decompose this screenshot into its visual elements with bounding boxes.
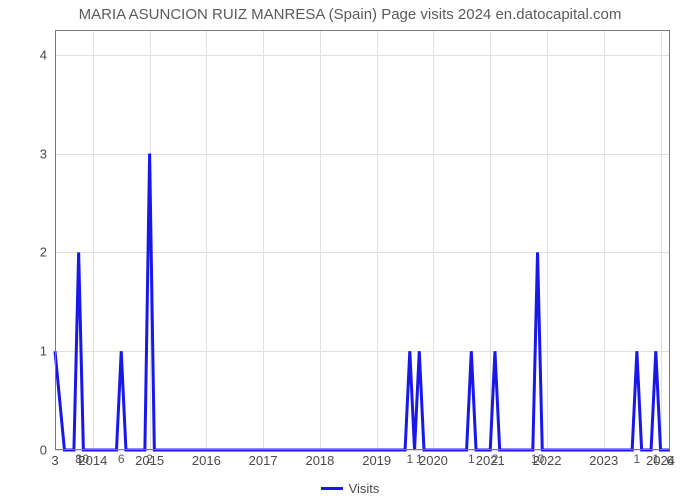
- y-tick-label: 4: [27, 47, 47, 62]
- x-tick-label: 2021: [476, 453, 505, 468]
- x-tick-label: 2020: [419, 453, 448, 468]
- data-label: 10: [76, 452, 89, 466]
- x-tick-label: 2016: [192, 453, 221, 468]
- legend-label: Visits: [349, 481, 380, 496]
- data-label: 6: [118, 452, 125, 466]
- y-tick-label: 2: [27, 245, 47, 260]
- chart-title: MARIA ASUNCION RUIZ MANRESA (Spain) Page…: [0, 6, 700, 23]
- data-label: 1: [468, 452, 475, 466]
- y-tick-label: 3: [27, 146, 47, 161]
- data-label: 1: [652, 452, 659, 466]
- plot-border: [55, 30, 670, 450]
- chart-container: { "chart": { "type": "line", "title": "M…: [0, 0, 700, 500]
- data-label: 2: [146, 452, 153, 466]
- x-tick-label: 2018: [305, 453, 334, 468]
- data-label: 1: [634, 452, 641, 466]
- plot-area: [55, 30, 670, 450]
- x-tick-label: 6: [666, 453, 673, 468]
- legend: Visits: [0, 481, 700, 496]
- data-label: 2: [492, 452, 499, 466]
- data-label: 10: [531, 452, 544, 466]
- data-label: 1: [416, 452, 423, 466]
- data-label: 1: [406, 452, 413, 466]
- x-tick-label: 2017: [249, 453, 278, 468]
- y-tick-label: 1: [27, 344, 47, 359]
- x-tick-label: 2019: [362, 453, 391, 468]
- legend-swatch-visits: [321, 487, 343, 490]
- x-tick-label: 2023: [589, 453, 618, 468]
- y-tick-label: 0: [27, 443, 47, 458]
- x-tick-label: 3: [51, 453, 58, 468]
